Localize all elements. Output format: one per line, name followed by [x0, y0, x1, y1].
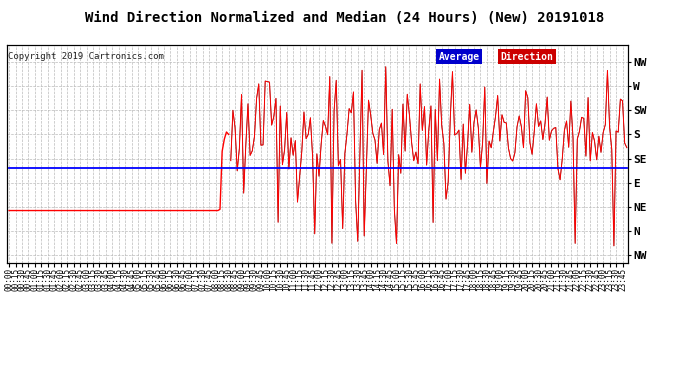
- Text: Wind Direction Normalized and Median (24 Hours) (New) 20191018: Wind Direction Normalized and Median (24…: [86, 11, 604, 25]
- Text: Direction: Direction: [501, 51, 553, 62]
- Text: Copyright 2019 Cartronics.com: Copyright 2019 Cartronics.com: [8, 51, 164, 60]
- Text: Average: Average: [439, 51, 480, 62]
